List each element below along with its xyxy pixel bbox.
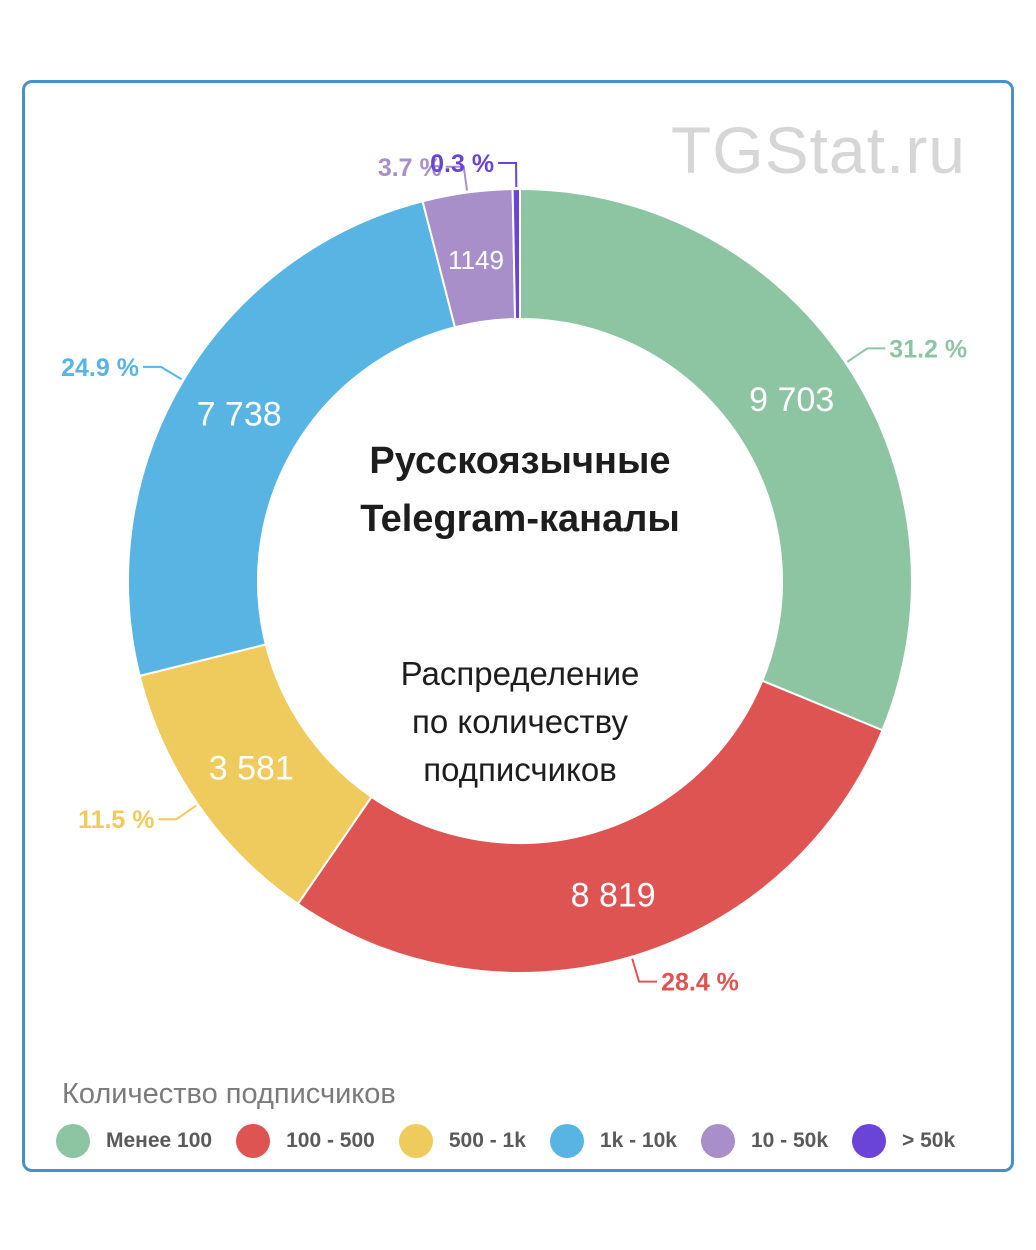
legend-swatch: [398, 1124, 433, 1158]
legend-label: > 50k: [902, 1129, 956, 1152]
value-label-100-500: 8 819: [571, 876, 656, 914]
center-title-line-2: Telegram-каналы: [360, 498, 680, 540]
leader-line-50k: [498, 162, 518, 188]
legend: Менее 100 100 - 500 500 - 1k 1k - 10k 10 - 5…: [56, 1124, 979, 1158]
legend-item-50k[interactable]: > 50k: [852, 1124, 955, 1158]
leader-line-10-50k: [445, 165, 468, 191]
percent-label-1k-10k: 24.9 %: [61, 354, 139, 382]
legend-label: 10 - 50k: [750, 1129, 829, 1152]
center-subtitle-line-1: Распределение: [400, 655, 640, 692]
center-subtitle: Распределение по количеству подписчиков: [300, 650, 740, 794]
value-label-500-1k: 3 581: [209, 749, 294, 787]
center-subtitle-line-3: подписчиков: [423, 751, 617, 788]
legend-label: Менее 100: [106, 1129, 213, 1152]
legend-item-100-500[interactable]: 100 - 500: [236, 1124, 375, 1158]
legend-label: 100 - 500: [286, 1129, 375, 1152]
value-label-1k-10k: 7 738: [197, 396, 282, 434]
leader-line-100-500: [631, 958, 658, 983]
percent-label-500-1k: 11.5 %: [78, 806, 154, 834]
center-subtitle-line-2: по количеству: [412, 703, 628, 740]
slice-менее-100[interactable]: [519, 187, 913, 732]
legend-label: 500 - 1k: [448, 1129, 526, 1152]
legend-title: Количество подписчиков: [62, 1078, 396, 1110]
legend-swatch: [852, 1124, 887, 1158]
legend-item-менее-100[interactable]: Менее 100: [56, 1124, 212, 1158]
percent-label-10-50k: 3.7 %: [378, 154, 442, 182]
legend-swatch: [549, 1124, 584, 1158]
legend-item-500-1k[interactable]: 500 - 1k: [398, 1124, 526, 1158]
legend-swatch: [56, 1124, 90, 1158]
slice-100-500[interactable]: [296, 679, 884, 974]
watermark: TGStat.ru: [670, 113, 966, 187]
leader-line-500-1k: [158, 804, 197, 821]
center-title: Русскоязычные Telegram-каналы: [270, 432, 770, 548]
percent-label-менее-100: 31.2 %: [889, 335, 967, 363]
legend-swatch: [236, 1124, 271, 1158]
leader-line-менее-100: [846, 347, 886, 363]
legend-swatch: [700, 1124, 735, 1158]
slice-50k[interactable]: [511, 187, 521, 321]
slice-1k-10k[interactable]: [127, 200, 457, 678]
value-label-менее-100: 9 703: [749, 381, 834, 419]
percent-label-100-500: 28.4 %: [661, 969, 739, 997]
center-title-line-1: Русскоязычные: [369, 440, 671, 482]
legend-label: 1k - 10k: [599, 1129, 677, 1152]
percent-label-50k: 0.3 %: [430, 150, 494, 178]
value-label-10-50k: 1149: [448, 245, 504, 275]
leader-line-1k-10k: [142, 365, 183, 381]
legend-item-10-50k[interactable]: 10 - 50k: [700, 1124, 829, 1158]
legend-item-1k-10k[interactable]: 1k - 10k: [549, 1124, 677, 1158]
